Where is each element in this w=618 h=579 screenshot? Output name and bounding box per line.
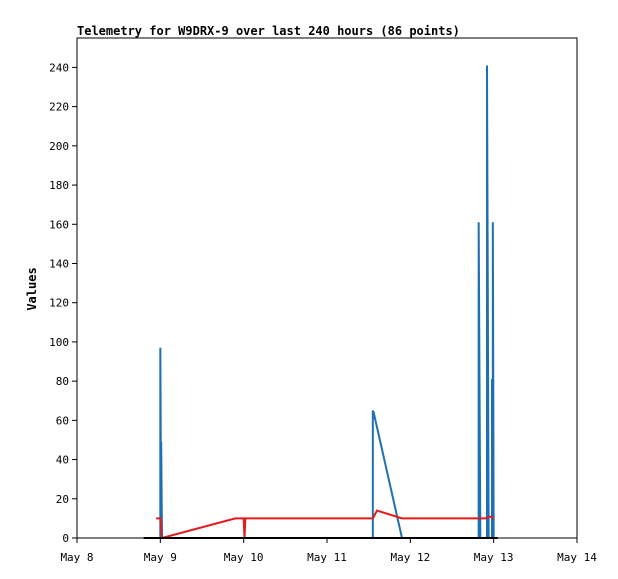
y-tick-label: 140 bbox=[49, 257, 69, 270]
x-tick-label: May 13 bbox=[474, 551, 514, 564]
x-tick-label: May 10 bbox=[224, 551, 264, 564]
y-tick-label: 180 bbox=[49, 179, 69, 192]
y-tick-label: 80 bbox=[56, 375, 69, 388]
y-tick-label: 20 bbox=[56, 493, 69, 506]
series-line-2 bbox=[156, 509, 495, 540]
y-tick-label: 240 bbox=[49, 61, 69, 74]
x-tick-label: May 9 bbox=[144, 551, 177, 564]
chart-title: Telemetry for W9DRX-9 over last 240 hour… bbox=[77, 24, 460, 38]
y-axis-label: Values bbox=[25, 267, 39, 310]
y-axis: 0 20 40 60 80 100 120 140 160 180 200 220 240 bbox=[49, 61, 77, 545]
x-tick-label: May 8 bbox=[60, 551, 93, 564]
y-tick-label: 100 bbox=[49, 336, 69, 349]
x-tick-label: May 14 bbox=[557, 551, 597, 564]
y-tick-label: 40 bbox=[56, 454, 69, 467]
x-tick-label: May 11 bbox=[307, 551, 347, 564]
y-tick-label: 200 bbox=[49, 140, 69, 153]
series-line-1 bbox=[143, 65, 496, 539]
x-axis: May 8 May 9 May 10 May 11 May 12 May 13 May 14 bbox=[60, 538, 597, 564]
series-layer bbox=[143, 65, 498, 540]
y-tick-label: 60 bbox=[56, 414, 69, 427]
y-tick-label: 160 bbox=[49, 218, 69, 231]
y-tick-label: 0 bbox=[62, 532, 69, 545]
plot-frame bbox=[76, 37, 578, 539]
x-tick-label: May 12 bbox=[390, 551, 430, 564]
y-tick-label: 120 bbox=[49, 297, 69, 310]
y-tick-label: 220 bbox=[49, 101, 69, 114]
